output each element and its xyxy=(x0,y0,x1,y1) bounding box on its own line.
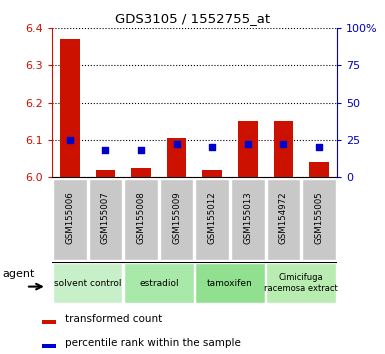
Text: GSM154972: GSM154972 xyxy=(279,192,288,244)
Bar xyxy=(302,179,336,260)
Bar xyxy=(124,179,158,260)
Bar xyxy=(124,263,194,303)
Text: Cimicifuga
racemosa extract: Cimicifuga racemosa extract xyxy=(264,274,338,293)
Text: agent: agent xyxy=(3,269,35,279)
Bar xyxy=(42,344,55,348)
Point xyxy=(280,142,286,147)
Bar xyxy=(309,162,329,177)
Text: GSM155008: GSM155008 xyxy=(137,192,146,244)
Bar xyxy=(274,121,293,177)
Point xyxy=(67,137,73,143)
Text: solvent control: solvent control xyxy=(54,279,121,288)
Point xyxy=(138,147,144,153)
Text: GSM155009: GSM155009 xyxy=(172,192,181,244)
Text: GSM155006: GSM155006 xyxy=(65,192,74,244)
Point xyxy=(102,147,109,153)
Bar xyxy=(95,170,115,177)
Point xyxy=(245,142,251,147)
Text: GDS3105 / 1552755_at: GDS3105 / 1552755_at xyxy=(115,12,270,25)
Bar xyxy=(196,179,229,260)
Bar xyxy=(266,263,336,303)
Bar xyxy=(167,138,186,177)
Bar xyxy=(60,40,80,177)
Bar xyxy=(42,320,55,324)
Text: percentile rank within the sample: percentile rank within the sample xyxy=(65,338,241,348)
Bar xyxy=(231,179,264,260)
Text: transformed count: transformed count xyxy=(65,314,162,324)
Bar xyxy=(89,179,122,260)
Text: estradiol: estradiol xyxy=(139,279,179,288)
Bar xyxy=(160,179,193,260)
Bar xyxy=(195,263,265,303)
Point xyxy=(174,142,180,147)
Bar xyxy=(267,179,300,260)
Bar xyxy=(131,168,151,177)
Text: GSM155005: GSM155005 xyxy=(315,192,323,244)
Text: tamoxifen: tamoxifen xyxy=(207,279,253,288)
Bar xyxy=(203,170,222,177)
Point xyxy=(316,144,322,150)
Bar xyxy=(53,179,87,260)
Text: GSM155012: GSM155012 xyxy=(208,192,217,244)
Bar xyxy=(238,121,258,177)
Point xyxy=(209,144,215,150)
Text: GSM155007: GSM155007 xyxy=(101,192,110,244)
Bar xyxy=(53,263,122,303)
Text: GSM155013: GSM155013 xyxy=(243,192,252,244)
